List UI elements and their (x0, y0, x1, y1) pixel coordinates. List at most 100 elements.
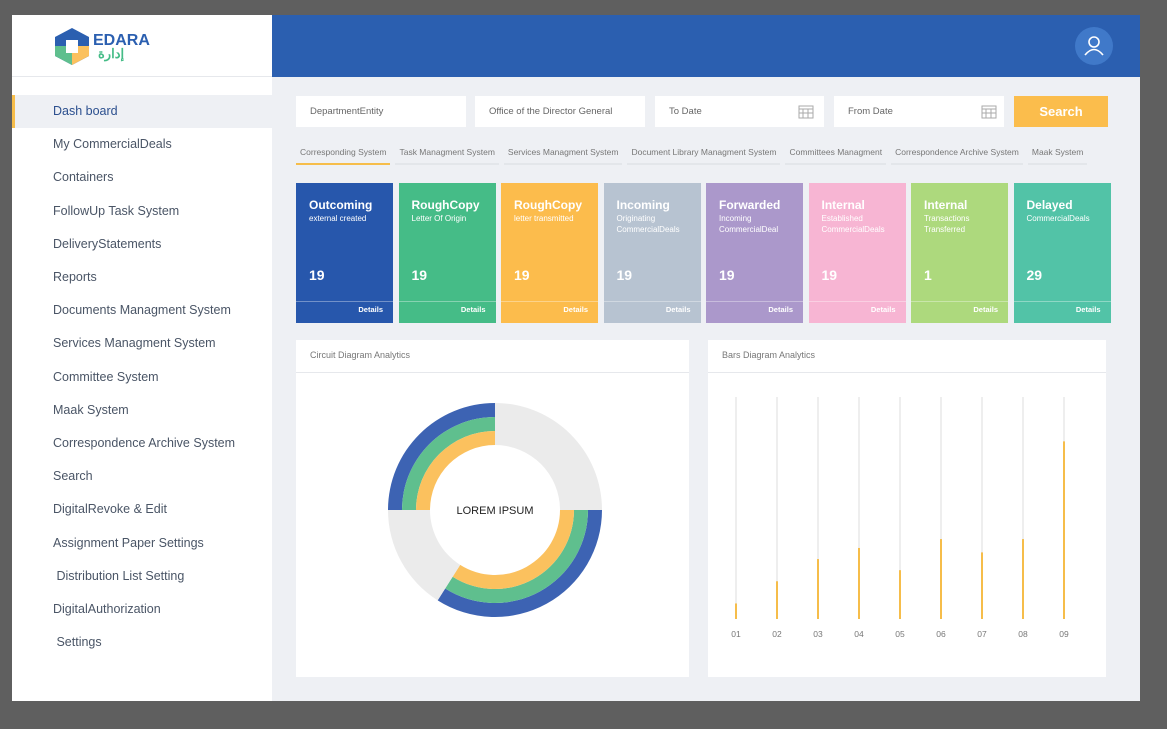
card-subtitle: Letter Of Origin (412, 214, 467, 225)
card-divider (398, 301, 496, 302)
bar-panel: Bars Diagram Analytics 01 02 03 04 05 06 07 08 0… (708, 340, 1106, 677)
menu-item[interactable]: Containers (53, 170, 114, 185)
card-subtitle-line: CommercialDeals (821, 224, 885, 234)
card-subtitle-line: external created (309, 214, 367, 223)
card-subtitle: CommercialDeals (1027, 214, 1090, 225)
menu-item[interactable]: My CommercialDeals (53, 137, 172, 152)
details-link[interactable]: Details (563, 305, 588, 314)
details-link[interactable]: Details (358, 305, 383, 314)
bar-chart: 01 02 03 04 05 06 07 08 09 (731, 397, 1069, 639)
card-title: RoughCopy (514, 198, 582, 212)
tab[interactable]: Correspondence Archive System (891, 147, 1023, 165)
card-title: Incoming (616, 198, 670, 212)
panel-title: Bars Diagram Analytics (722, 350, 816, 360)
card-subtitle: letter transmitted (514, 214, 574, 225)
x-tick-label: 03 (813, 629, 823, 639)
card-value: 19 (411, 267, 428, 283)
menu-item[interactable]: Assignment Paper Settings (53, 535, 204, 550)
menu-item[interactable]: Committee System (53, 369, 159, 384)
donut-segment (445, 510, 588, 603)
tab[interactable]: Corresponding System (296, 147, 391, 165)
stat-card: Outcoming external created 19 Details (296, 183, 393, 323)
details-link[interactable]: Details (460, 305, 486, 314)
search-button[interactable]: Search (1014, 96, 1108, 127)
stat-card: Delayed CommercialDeals 29 Details (1013, 183, 1111, 323)
menu-item[interactable]: Settings (53, 635, 102, 650)
menu-item[interactable]: Dash board (12, 95, 272, 128)
card-subtitle: Originating CommercialDeals (617, 214, 680, 235)
app-window: EDARA إدارة Dash board My CommercialDeals… (12, 15, 1140, 701)
logo-icon (55, 28, 89, 65)
menu-item[interactable]: DeliveryStatements (53, 236, 162, 251)
x-tick-label: 05 (895, 629, 905, 639)
details-link[interactable]: Details (1075, 305, 1101, 314)
tab[interactable]: Document Library Managment System (627, 147, 781, 165)
donut-panel: Circuit Diagram Analytics LOREM IPSUM (296, 340, 689, 677)
donut-center-label: LOREM IPSUM (456, 505, 533, 517)
input-field[interactable]: DepartmentEntity (296, 96, 466, 127)
card-subtitle: Transactions Transferred (924, 214, 970, 235)
header (272, 15, 1140, 77)
x-tick-label: 04 (854, 629, 864, 639)
card-divider (911, 301, 1008, 302)
card-subtitle-line: Established (821, 214, 863, 223)
details-link[interactable]: Details (665, 305, 691, 314)
date-field[interactable]: To Date (655, 96, 824, 127)
menu-item[interactable]: DigitalRevoke & Edit (53, 502, 167, 517)
card-divider (501, 301, 598, 302)
panel-title: Circuit Diagram Analytics (310, 350, 411, 360)
donut-segment (452, 510, 574, 589)
menu-item[interactable]: FollowUp Task System (53, 203, 180, 218)
donut-segment (388, 510, 461, 601)
stat-card: RoughCopy letter transmitted 19 Details (501, 183, 598, 323)
details-link[interactable]: Details (870, 305, 896, 314)
card-value: 29 (1026, 267, 1043, 283)
menu-item[interactable]: Distribution List Setting (53, 568, 185, 583)
menu-item[interactable]: Maak System (53, 402, 129, 417)
stat-card: Forwarded Incoming CommercialDeal 19 Details (706, 183, 803, 323)
x-tick-label: 02 (772, 629, 782, 639)
stat-card: Internal Transactions Transferred 1 Details (911, 183, 1008, 323)
x-tick-label: 08 (1018, 629, 1028, 639)
card-subtitle-line: CommercialDeals (616, 224, 680, 234)
donut-chart: LOREM IPSUM (388, 403, 602, 617)
card-divider (808, 301, 906, 302)
sidebar: EDARA إدارة Dash board My CommercialDeals… (12, 15, 272, 701)
tab[interactable]: Services Managment System (503, 147, 623, 165)
card-value: 19 (821, 267, 838, 283)
menu-item[interactable]: Documents Managment System (53, 303, 231, 318)
menu-item[interactable]: Correspondence Archive System (53, 436, 236, 450)
details-link[interactable]: Details (973, 305, 998, 314)
card-subtitle-line: Transferred (924, 224, 966, 234)
card-value: 19 (514, 267, 530, 283)
calendar-icon[interactable] (798, 104, 814, 119)
tab[interactable]: Committees Managment (785, 147, 887, 165)
card-title: RoughCopy (411, 198, 480, 212)
x-tick-label: 01 (731, 629, 741, 639)
details-link[interactable]: Details (768, 305, 793, 314)
card-subtitle-line: CommercialDeals (1026, 214, 1090, 223)
card-subtitle-line: Originating (616, 214, 656, 223)
card-subtitle-line: letter transmitted (514, 214, 574, 223)
donut-segment (416, 431, 495, 510)
calendar-icon[interactable] (981, 104, 997, 119)
user-avatar[interactable] (1075, 27, 1113, 65)
card-title: Internal (821, 198, 865, 212)
card-title: Internal (924, 198, 968, 212)
tab[interactable]: Task Managment System (395, 147, 499, 165)
card-subtitle: Incoming CommercialDeal (719, 214, 778, 235)
donut-segment (437, 510, 602, 617)
input-field[interactable]: Office of the Director General (475, 96, 645, 127)
donut-segment (495, 403, 602, 510)
menu-item[interactable]: Services Managment System (53, 336, 216, 351)
tab[interactable]: Maak System (1027, 147, 1088, 165)
menu-item[interactable]: Reports (53, 270, 97, 284)
x-tick-label: 07 (977, 629, 987, 639)
divider (12, 76, 272, 77)
menu-item[interactable]: Search (53, 469, 93, 484)
menu-item[interactable]: DigitalAuthorization (53, 602, 161, 616)
date-field[interactable]: From Date (834, 96, 1004, 127)
stat-card: Internal Established CommercialDeals 19 Deta… (808, 183, 906, 323)
donut-segment (388, 403, 495, 510)
x-tick-label: 09 (1059, 629, 1069, 639)
